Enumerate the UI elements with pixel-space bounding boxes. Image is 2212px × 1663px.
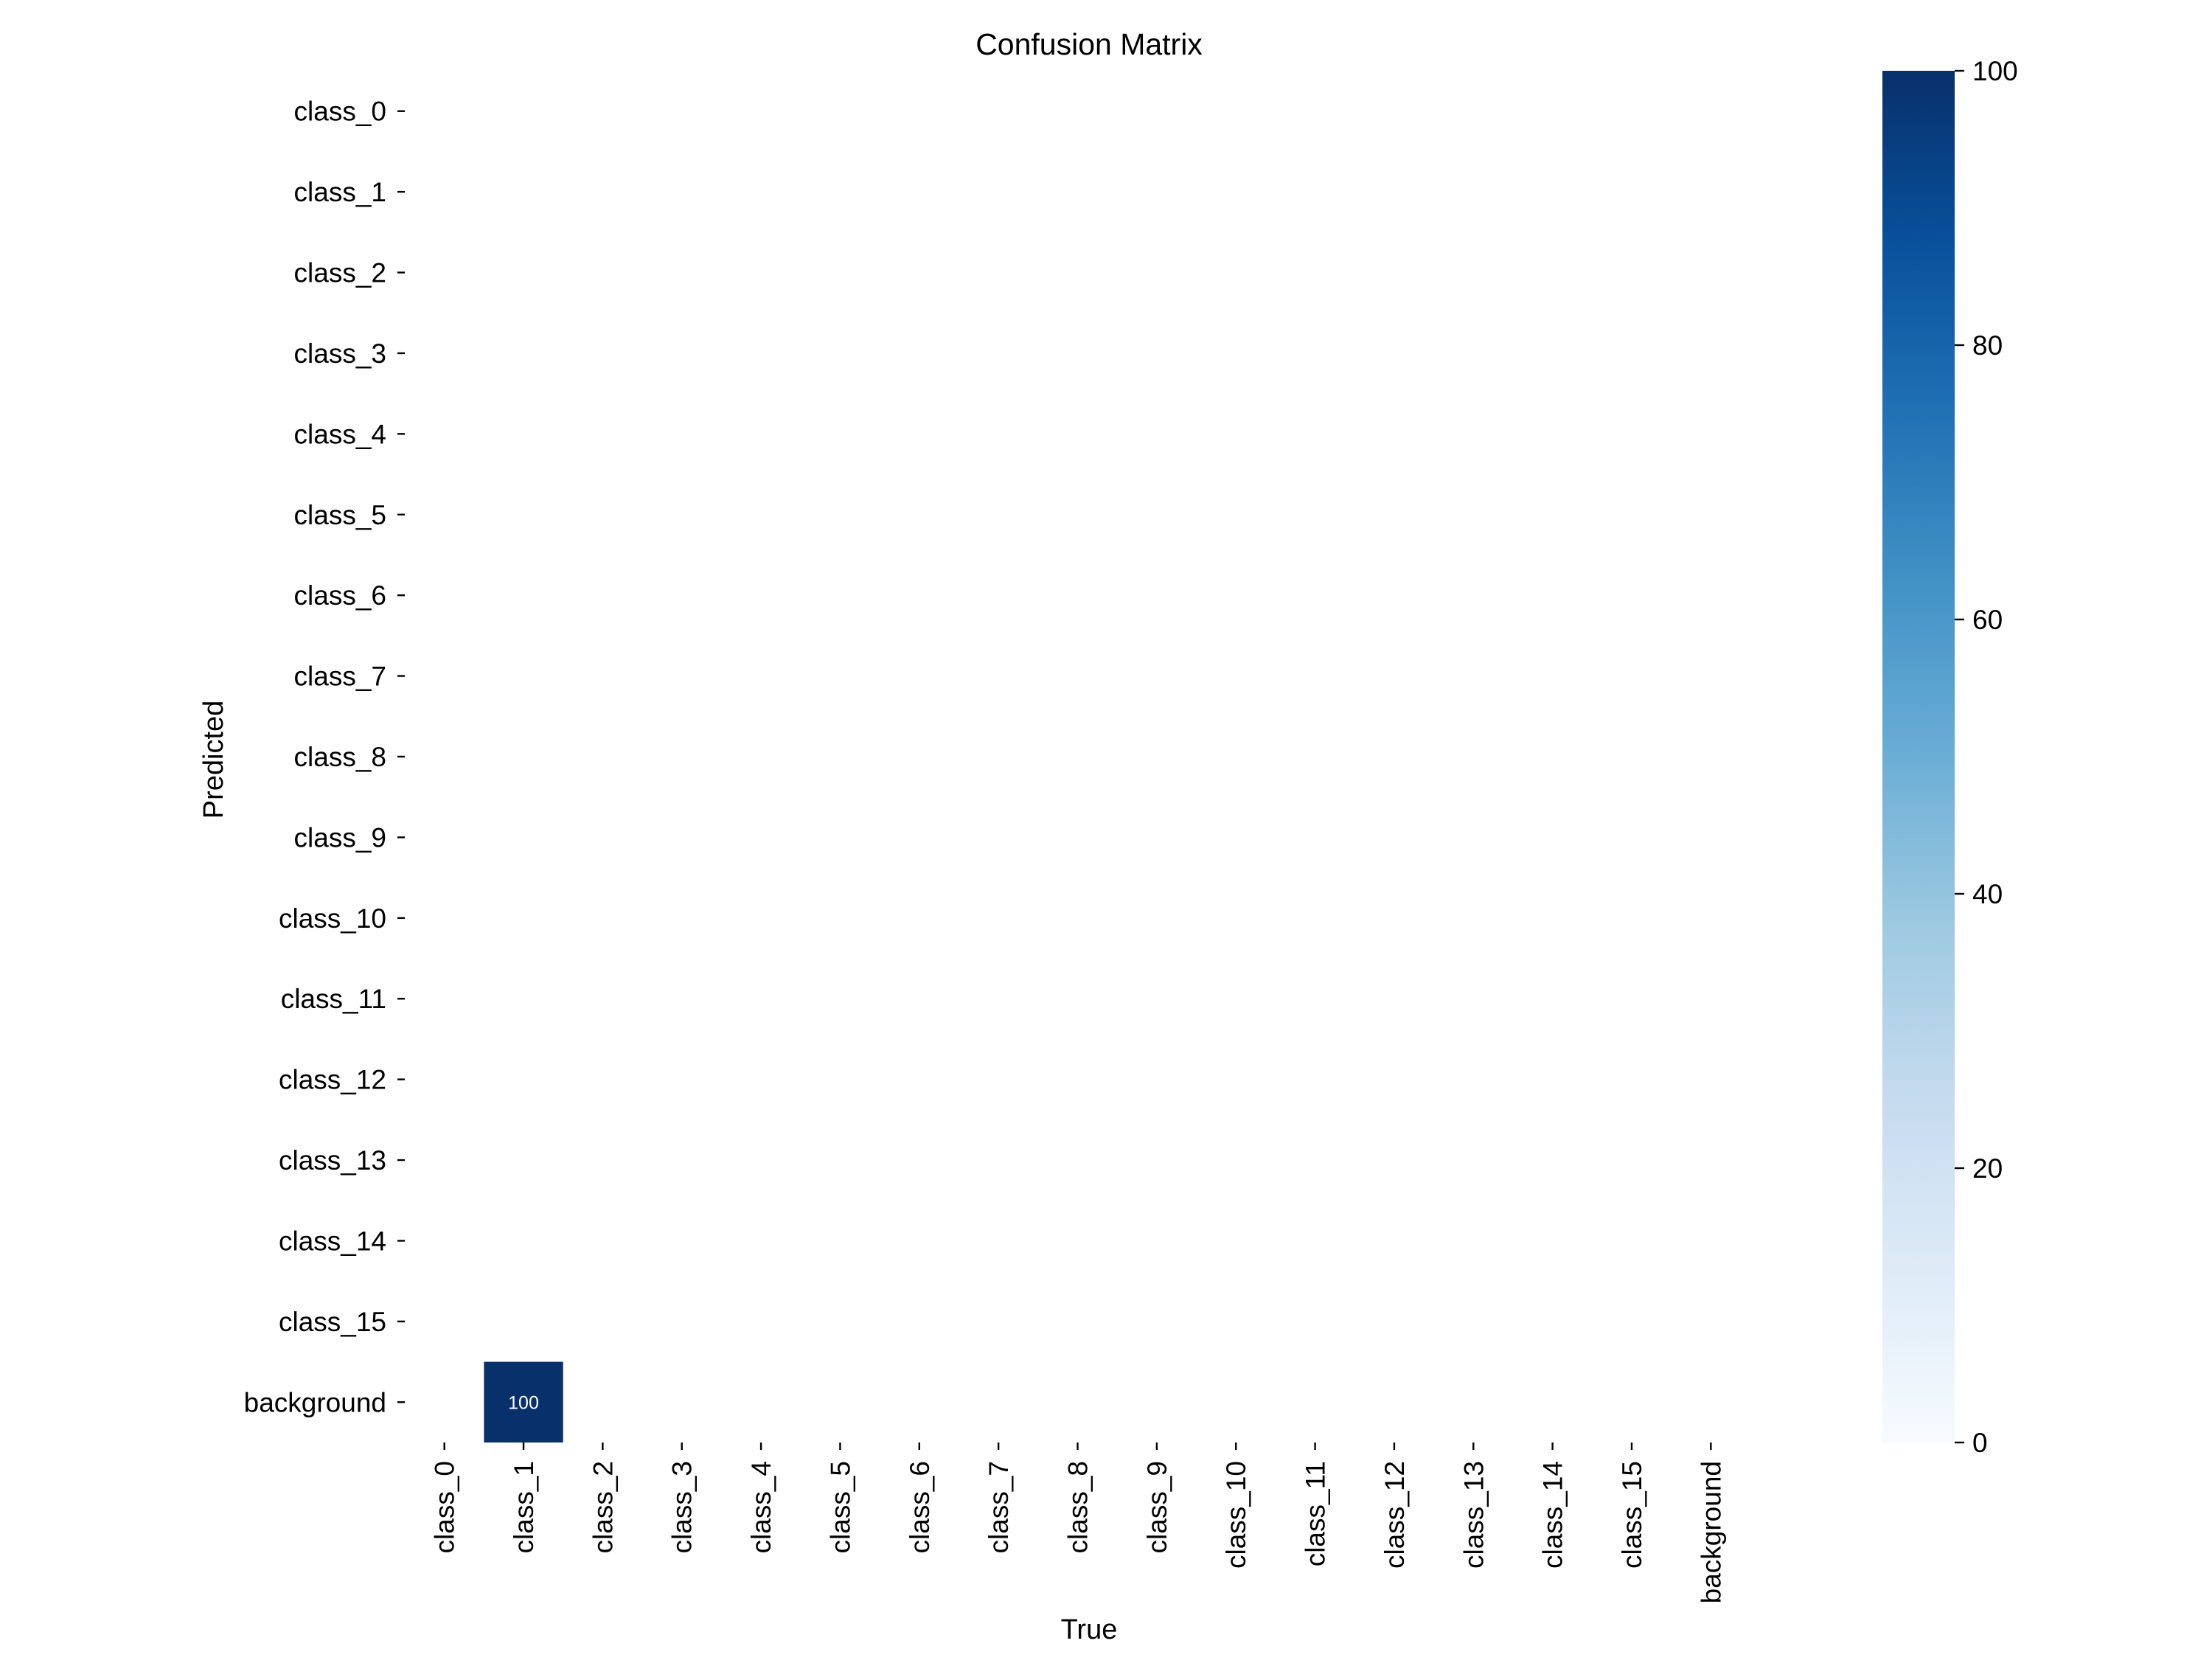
x-tick-label: class_10 bbox=[1221, 1461, 1251, 1569]
y-tick-label: class_4 bbox=[294, 419, 386, 449]
y-tick-label: class_1 bbox=[294, 177, 386, 207]
x-tick-label: class_15 bbox=[1617, 1461, 1647, 1569]
y-tick-label: class_6 bbox=[294, 580, 386, 611]
colorbar-tick-label: 0 bbox=[1972, 1428, 1988, 1458]
colorbar-tick-label: 100 bbox=[1972, 56, 2018, 86]
x-tick-label: class_14 bbox=[1538, 1461, 1568, 1569]
y-tick-label: class_12 bbox=[279, 1065, 386, 1095]
x-tick-label: class_8 bbox=[1063, 1461, 1093, 1553]
y-tick-labels: class_0 class_1 class_2 class_3 class_4class… bbox=[244, 97, 405, 1417]
x-tick-labels: class_0 class_1 class_2 class_3 class_4 class… bbox=[430, 1442, 1726, 1603]
colorbar-ticks: 0 20 40 60 80 100 bbox=[1955, 56, 2018, 1458]
x-tick-label: class_2 bbox=[588, 1461, 618, 1553]
x-tick-label: class_6 bbox=[905, 1461, 935, 1553]
y-tick-label: class_0 bbox=[294, 97, 386, 127]
x-tick-label: class_11 bbox=[1301, 1461, 1331, 1566]
y-tick-label: class_9 bbox=[294, 822, 386, 853]
colorbar-tick-label: 20 bbox=[1972, 1153, 2003, 1184]
x-tick-label: background bbox=[1696, 1461, 1726, 1603]
y-tick-label: class_2 bbox=[294, 258, 386, 288]
x-tick-label: class_5 bbox=[825, 1461, 855, 1553]
y-tick-label: class_11 bbox=[281, 984, 386, 1014]
x-tick-label: class_4 bbox=[746, 1461, 776, 1553]
y-tick-label: class_8 bbox=[294, 742, 386, 772]
y-tick-label: class_13 bbox=[279, 1145, 386, 1176]
y-axis-label: Predicted bbox=[198, 701, 229, 819]
colorbar-tick-label: 60 bbox=[1972, 605, 2003, 635]
cell-value-label: 100 bbox=[508, 1392, 539, 1413]
x-tick-label: class_13 bbox=[1458, 1461, 1489, 1569]
y-tick-label: class_15 bbox=[279, 1307, 386, 1337]
colorbar bbox=[1882, 71, 1955, 1442]
x-tick-label: class_7 bbox=[984, 1461, 1014, 1553]
y-tick-label: class_3 bbox=[294, 338, 386, 369]
x-tick-label: class_1 bbox=[509, 1461, 539, 1553]
heatmap-cells: 100 bbox=[484, 1361, 563, 1442]
y-tick-label: background bbox=[244, 1387, 386, 1417]
x-tick-label: class_12 bbox=[1380, 1461, 1410, 1569]
x-tick-label: class_0 bbox=[430, 1461, 460, 1553]
x-axis-label: True bbox=[1061, 1614, 1118, 1645]
y-tick-label: class_5 bbox=[294, 500, 386, 530]
y-tick-label: class_14 bbox=[279, 1226, 386, 1256]
y-tick-label: class_7 bbox=[294, 662, 386, 692]
heatmap-cell-class_1-background bbox=[484, 1361, 563, 1442]
chart-title: Confusion Matrix bbox=[975, 27, 1203, 61]
y-tick-label: class_10 bbox=[279, 903, 386, 934]
x-tick-label: class_9 bbox=[1142, 1461, 1172, 1553]
x-tick-label: class_3 bbox=[667, 1461, 698, 1553]
colorbar-tick-label: 40 bbox=[1972, 879, 2003, 909]
colorbar-tick-label: 80 bbox=[1972, 330, 2003, 361]
